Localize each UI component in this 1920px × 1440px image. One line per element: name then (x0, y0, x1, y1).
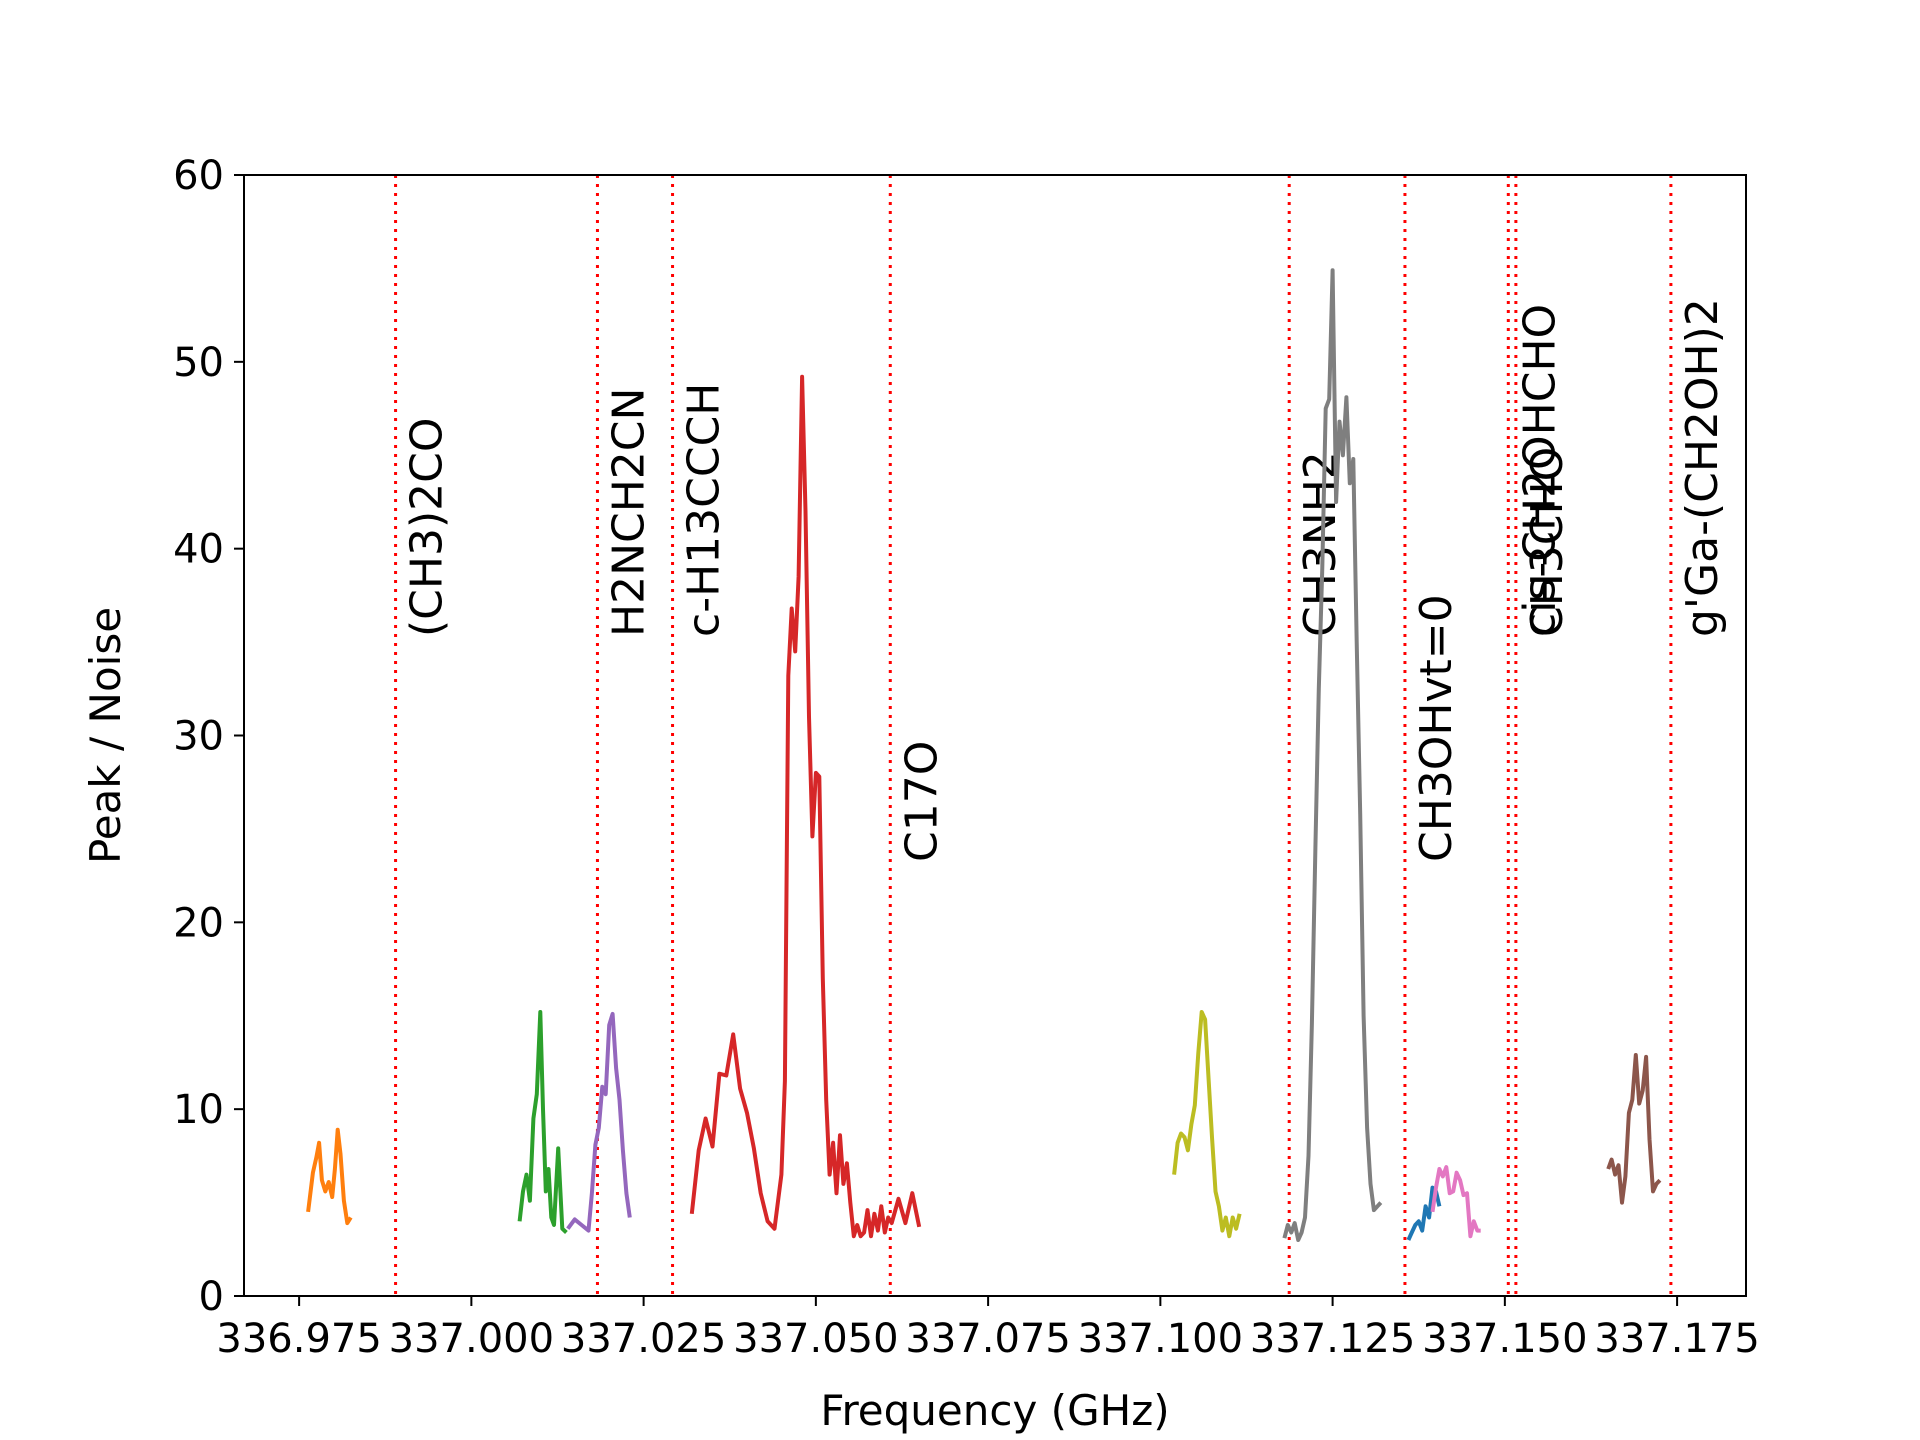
marker-label: H2NCH2CN (603, 388, 654, 637)
marker-label: C17O (896, 741, 947, 862)
series-line (566, 1011, 632, 1233)
x-tick-label: 337.075 (905, 1316, 1070, 1362)
series-line (1606, 1053, 1662, 1205)
y-tick-label: 50 (173, 340, 224, 386)
x-tick-label: 337.100 (1078, 1316, 1243, 1362)
x-axis-label: Frequency (GHz) (820, 1386, 1169, 1435)
marker-label: c-H13CCCH (679, 383, 730, 637)
marker-label: CH3OHvt=0 (1411, 594, 1462, 862)
marker-label: (CH3)2CO (402, 418, 453, 637)
series-line (306, 1127, 353, 1226)
y-tick-label: 60 (173, 153, 224, 199)
y-tick-label: 20 (173, 900, 224, 946)
y-tick-label: 40 (173, 527, 224, 573)
y-tick-label: 10 (173, 1087, 224, 1133)
axis-ticks: 336.975 337.000 337.025 337.050 337.075 337.1… (173, 153, 1760, 1362)
x-tick-label: 337.050 (733, 1316, 898, 1362)
marker-label: CH3CHO (1522, 447, 1573, 637)
series-line (1430, 1165, 1481, 1239)
marker-label: cis-CH2OHCHO (1514, 304, 1565, 637)
y-axis-label: Peak / Noise (81, 607, 130, 864)
series-line (1172, 1010, 1242, 1239)
x-tick-label: 336.975 (216, 1316, 381, 1362)
line-markers: (CH3)2CO H2NCH2CN c-H13CCCHC17OCH3NH2CH3OH… (394, 175, 1728, 1296)
x-tick-label: 337.175 (1594, 1316, 1759, 1362)
series-layer (306, 268, 1662, 1242)
marker-label: g'Ga-(CH2OH)2 (1677, 298, 1728, 637)
x-tick-label: 337.000 (389, 1316, 554, 1362)
x-tick-label: 337.025 (561, 1316, 726, 1362)
x-tick-label: 337.125 (1250, 1316, 1415, 1362)
y-tick-label: 30 (173, 714, 224, 760)
series-line (517, 1010, 568, 1234)
series-line (1282, 268, 1383, 1242)
x-tick-label: 337.150 (1422, 1316, 1587, 1362)
y-tick-label: 0 (199, 1274, 224, 1320)
series-line (689, 374, 922, 1239)
